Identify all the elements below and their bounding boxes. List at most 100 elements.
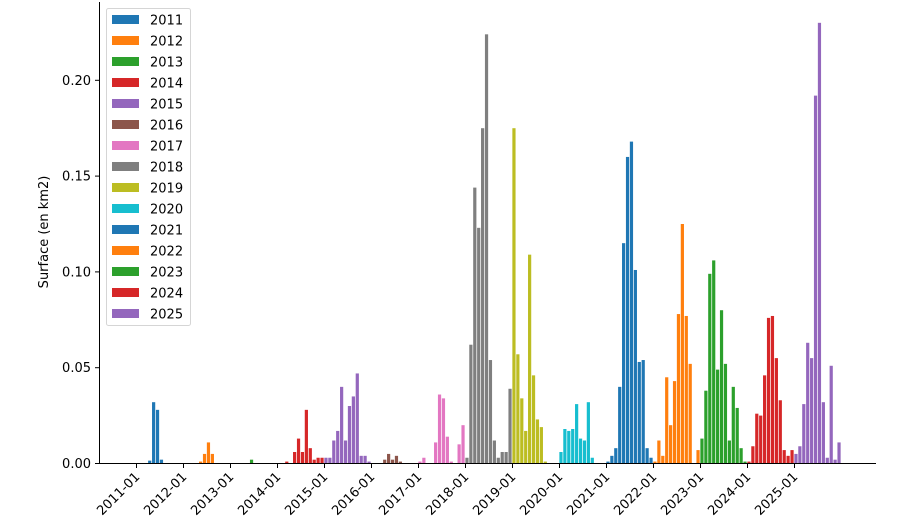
bar-2022-2022-06 (672, 381, 677, 464)
bar-2024-2024-06 (766, 317, 771, 464)
bar-2014-2014-08 (304, 409, 308, 464)
y-ticks: 0.00 0.05 0.10 0.15 0.20 (62, 74, 100, 472)
bar-2024-2024-08 (774, 358, 778, 464)
x-tick-label: 2013-01 (188, 470, 237, 519)
bar-2015-2015-01 (324, 457, 328, 464)
bar-2020-2020-06 (578, 438, 583, 464)
bar-2011-2011-05 (152, 402, 156, 464)
bar-2017-2017-02 (422, 457, 426, 464)
legend-label-2013: 2013 (150, 56, 183, 71)
bar-2023-2023-11 (739, 448, 743, 464)
bar-2017-2017-07 (441, 398, 446, 464)
bar-2011-2011-06 (155, 409, 160, 464)
bar-2015-2015-06 (343, 440, 348, 464)
legend-label-2021: 2021 (150, 224, 183, 239)
bar-2023-2023-08 (727, 440, 731, 464)
x-tick-label: 2025-01 (752, 470, 801, 519)
bar-2020-2020-03 (567, 430, 571, 464)
bar-2024-2024-11 (786, 455, 790, 464)
bar-2012-2012-07 (206, 442, 211, 464)
bar-2023-2023-09 (731, 386, 735, 464)
bar-2021-2021-02 (610, 455, 614, 464)
bar-2015-2015-03 (332, 440, 336, 464)
legend-label-2018: 2018 (150, 161, 183, 176)
x-tick-label: 2012-01 (141, 470, 190, 519)
bar-2020-2020-04 (571, 429, 575, 464)
bar-2022-2022-12 (696, 450, 700, 464)
axes-group (99, 2, 876, 464)
bar-2024-2024-07 (770, 315, 775, 464)
x-tick-label: 2011-01 (94, 470, 143, 519)
bar-2015-2015-02 (328, 457, 332, 464)
bar-2015-2015-12 (367, 461, 371, 464)
bar-2021-2021-03 (614, 448, 618, 464)
legend-swatch-2018 (112, 162, 139, 171)
bar-2023-2023-06 (719, 310, 724, 464)
bar-2014-2014-11 (316, 457, 320, 464)
x-ticks: 2011-012012-012013-012014-012015-012016-… (94, 463, 801, 519)
bar-2021-2021-06 (625, 156, 630, 464)
legend-label-2022: 2022 (150, 245, 183, 260)
bar-2023-2023-05 (716, 369, 720, 464)
bar-2018-2018-01 (465, 457, 469, 464)
bar-2017-2017-12 (461, 425, 465, 464)
bar-2012-2012-05 (199, 461, 203, 464)
bar-2025-2025-01 (794, 453, 798, 464)
legend-swatch-2023 (112, 267, 139, 276)
bar-2017-2017-11 (457, 444, 461, 464)
bar-2014-2014-10 (312, 459, 316, 464)
bar-2024-2024-02 (751, 446, 755, 464)
legend-swatch-2025 (112, 309, 139, 318)
bar-2016-2016-04 (383, 459, 387, 464)
bar-2024-2024-03 (755, 413, 759, 464)
bar-2020-2020-02 (563, 429, 567, 464)
bar-2020-2020-01 (559, 452, 563, 464)
bar-2016-2016-08 (398, 461, 402, 464)
x-tick-label: 2022-01 (611, 470, 660, 519)
bar-2024-2024-12 (790, 450, 794, 464)
legend-swatch-2014 (112, 78, 139, 87)
bar-2025-2025-07 (817, 22, 822, 464)
x-tick-label: 2018-01 (423, 470, 472, 519)
legend-label-2015: 2015 (150, 98, 183, 113)
bar-2020-2020-05 (575, 404, 579, 464)
bar-2022-2022-07 (676, 314, 681, 464)
bar-2025-2025-04 (806, 342, 810, 464)
legend-label-2012: 2012 (150, 35, 183, 50)
bar-2024-2024-01 (747, 461, 751, 464)
bar-2021-2021-04 (618, 386, 622, 464)
bar-2022-2022-03 (661, 455, 665, 464)
bar-2017-2017-09 (449, 461, 453, 464)
bar-2018-2018-09 (496, 457, 500, 464)
bar-2021-2021-10 (641, 360, 645, 464)
legend-label-2020: 2020 (150, 203, 183, 218)
legend-label-2019: 2019 (150, 182, 183, 197)
legend: 2011 2012 2013 2014 2015 2016 2017 2018 2019 2020… (106, 8, 191, 326)
bar-2021-2021-12 (649, 457, 653, 464)
bar-2024-2024-05 (763, 375, 767, 464)
bar-2018-2018-07 (488, 360, 493, 464)
legend-label-2017: 2017 (150, 140, 183, 155)
bar-2022-2022-10 (688, 363, 692, 464)
bar-2023-2023-10 (735, 407, 739, 464)
x-tick-label: 2015-01 (282, 470, 331, 519)
bar-2018-2018-05 (481, 128, 485, 464)
legend-swatch-2020 (112, 204, 139, 213)
x-tick-label: 2020-01 (517, 470, 566, 519)
x-tick-label: 2016-01 (329, 470, 378, 519)
bar-2020-2020-07 (582, 440, 587, 464)
legend-swatch-2011 (112, 15, 139, 24)
bar-2025-2025-05 (810, 358, 814, 464)
bar-2019-2019-05 (528, 254, 532, 464)
bar-2019-2019-07 (535, 419, 540, 464)
bar-2021-2021-11 (645, 448, 649, 464)
bar-2014-2014-06 (296, 438, 301, 464)
x-tick-label: 2021-01 (564, 470, 613, 519)
bar-2019-2019-04 (524, 430, 528, 464)
bar-2022-2022-01 (653, 461, 657, 464)
bar-2019-2019-01 (512, 128, 516, 464)
legend-swatch-2022 (112, 246, 139, 255)
bar-2015-2015-08 (351, 396, 355, 464)
bar-2015-2015-11 (363, 455, 367, 464)
y-tick-label: 0.05 (62, 361, 91, 376)
